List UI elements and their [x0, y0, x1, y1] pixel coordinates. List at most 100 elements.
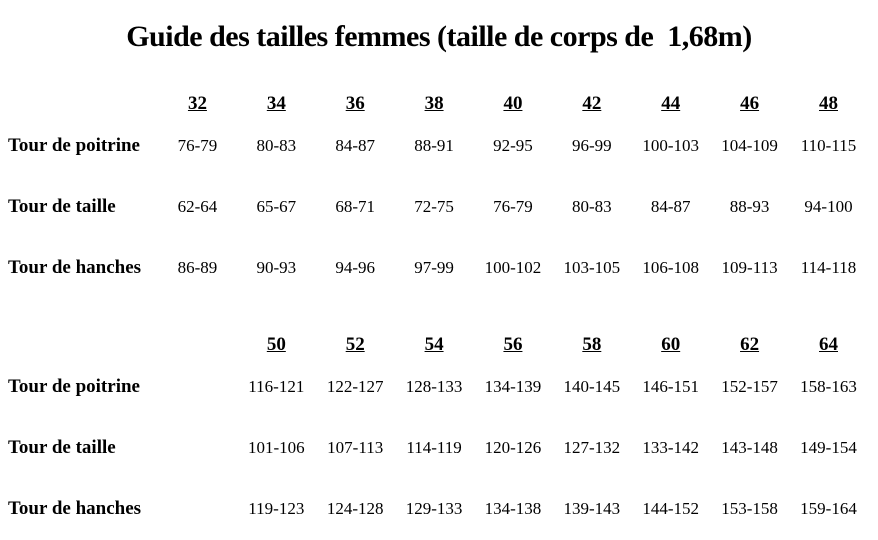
size-header-spacer — [0, 77, 158, 115]
value-cell: 114-119 — [406, 437, 462, 457]
measurement-row: Tour de taille 101-106 107-113 114-119 120-1… — [0, 417, 868, 478]
size-header-label: 58 — [582, 334, 602, 355]
row-label: Tour de hanches — [8, 497, 142, 519]
value-cell: 140-145 — [563, 376, 621, 396]
size-header-label: 52 — [345, 334, 365, 355]
size-header-cell: 44 — [631, 77, 710, 115]
measurement-row: Tour de poitrine 76-79 80-83 84-87 88-91 92-9… — [0, 115, 868, 176]
size-guide-table-body: 32 34 36 38 40 42 44 46 48 Tour de poitrine 76-79 8… — [0, 77, 868, 539]
value-cell: 110-115 — [800, 135, 857, 155]
value-cell: 72-75 — [414, 196, 454, 216]
size-header-label: 44 — [661, 93, 681, 114]
size-header-label: 54 — [424, 334, 444, 355]
measurement-row: Tour de poitrine 116-121 122-127 128-133 134… — [0, 356, 868, 417]
value-cell: 94-96 — [335, 257, 376, 277]
size-header-label: 64 — [819, 334, 838, 355]
value-cell: 88-93 — [729, 196, 770, 216]
value-cell: 143-148 — [721, 437, 778, 457]
page-title: Guide des tailles femmes (taille de corp… — [126, 20, 752, 53]
value-cell: 88-91 — [414, 135, 454, 155]
size-header-cell: 54 — [395, 298, 474, 356]
value-cell: 139-143 — [563, 498, 621, 518]
value-cell: 97-99 — [414, 257, 454, 277]
value-cell: 127-132 — [563, 437, 621, 457]
measurement-row: Tour de hanches 119-123 124-128 129-133 134-… — [0, 478, 868, 539]
value-spacer — [158, 417, 237, 478]
value-cell: 119-123 — [248, 498, 305, 518]
size-header-cell: 56 — [474, 298, 553, 356]
size-header-row: 32 34 36 38 40 42 44 46 48 — [0, 77, 868, 115]
value-cell: 80-83 — [256, 135, 297, 155]
row-label: Tour de taille — [8, 195, 116, 217]
size-header-cell: 36 — [316, 77, 395, 115]
size-header-label: 62 — [740, 334, 760, 355]
value-cell: 86-89 — [177, 257, 218, 277]
value-cell: 76-79 — [177, 135, 218, 155]
value-cell: 153-158 — [721, 498, 778, 518]
value-cell: 107-113 — [327, 437, 384, 457]
value-cell: 129-133 — [405, 498, 463, 518]
value-cell: 100-102 — [484, 257, 542, 277]
size-header-label: 46 — [740, 93, 760, 114]
size-header-label: 36 — [345, 93, 365, 114]
size-header-row: 50 52 54 56 58 60 62 64 — [0, 298, 868, 356]
row-label: Tour de poitrine — [8, 375, 140, 397]
value-cell: 90-93 — [256, 257, 297, 277]
size-header-label: 40 — [503, 93, 523, 114]
value-cell: 134-139 — [484, 376, 542, 396]
value-cell: 133-142 — [642, 437, 700, 457]
size-header-label: 42 — [582, 93, 602, 114]
value-cell: 76-79 — [493, 196, 533, 216]
size-header-label: 48 — [819, 93, 838, 114]
value-cell: 120-126 — [484, 437, 542, 457]
size-guide-table: 32 34 36 38 40 42 44 46 48 Tour de poitrine 76-79 8… — [0, 77, 868, 539]
value-cell: 84-87 — [335, 135, 376, 155]
value-cell: 128-133 — [405, 376, 463, 396]
value-cell: 62-64 — [177, 196, 218, 216]
row-label: Tour de poitrine — [8, 134, 140, 156]
size-header-label: 60 — [661, 334, 681, 355]
value-cell: 84-87 — [650, 196, 691, 216]
size-header-spacer — [0, 298, 158, 356]
measurement-row: Tour de hanches 86-89 90-93 94-96 97-99 100-1… — [0, 237, 868, 298]
value-cell: 122-127 — [326, 376, 384, 396]
size-header-cell: 42 — [552, 77, 631, 115]
size-header-cell: 46 — [710, 77, 789, 115]
value-cell: 152-157 — [721, 376, 778, 396]
size-header-cell: 62 — [710, 298, 789, 356]
value-cell: 100-103 — [642, 135, 700, 155]
row-label: Tour de taille — [8, 436, 116, 458]
value-cell: 68-71 — [335, 196, 376, 216]
size-header-label: 56 — [503, 334, 523, 355]
size-header-cell: 38 — [395, 77, 474, 115]
value-cell: 149-154 — [800, 437, 857, 457]
value-cell: 109-113 — [721, 257, 778, 277]
value-cell: 92-95 — [493, 135, 533, 155]
size-header-cell: 52 — [316, 298, 395, 356]
value-cell: 134-138 — [484, 498, 542, 518]
value-cell: 106-108 — [642, 257, 700, 277]
value-cell: 158-163 — [800, 376, 857, 396]
value-cell: 103-105 — [563, 257, 621, 277]
value-cell: 159-164 — [800, 498, 857, 518]
value-cell: 65-67 — [256, 196, 297, 216]
size-header-cell: 50 — [237, 298, 316, 356]
value-spacer — [158, 478, 237, 539]
size-header-cell: 32 — [158, 77, 237, 115]
measurement-row: Tour de taille 62-64 65-67 68-71 72-75 76-79 8… — [0, 176, 868, 237]
size-header-cell: 58 — [552, 298, 631, 356]
value-cell: 146-151 — [642, 376, 700, 396]
size-header-cell: 34 — [237, 77, 316, 115]
size-header-cell: 64 — [789, 298, 868, 356]
value-cell: 104-109 — [721, 135, 778, 155]
size-header-label: 32 — [187, 93, 207, 114]
size-header-cell: 40 — [474, 77, 553, 115]
size-header-spacer — [158, 298, 237, 356]
value-cell: 101-106 — [247, 437, 305, 457]
row-label: Tour de hanches — [8, 256, 142, 278]
size-header-cell: 48 — [789, 77, 868, 115]
value-spacer — [158, 356, 237, 417]
size-header-cell: 60 — [631, 298, 710, 356]
value-cell: 116-121 — [248, 376, 305, 396]
